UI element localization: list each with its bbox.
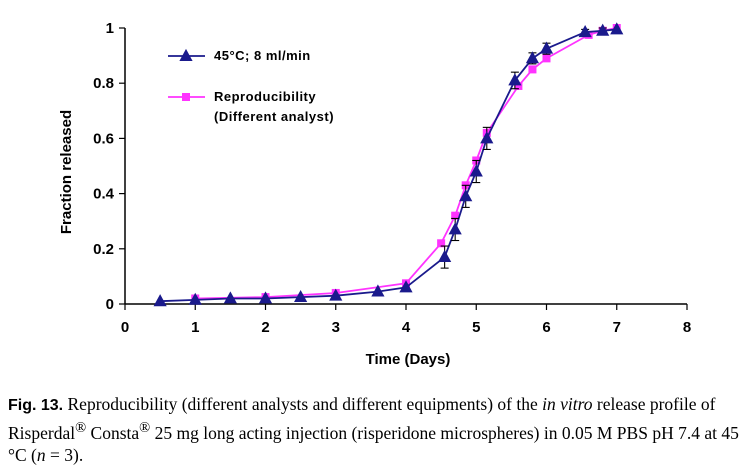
caption-text-5: = 3). [50, 444, 84, 465]
legend-label: 45°C; 8 ml/min [214, 48, 311, 63]
data-point [329, 288, 343, 301]
x-axis-title: Time (Days) [366, 351, 451, 368]
y-tick-label: 0.4 [93, 186, 115, 203]
data-point [437, 239, 446, 248]
legend-marker [182, 93, 190, 101]
release-profile-chart: 0 1 2 3 4 5 6 7 8 0 0.2 0.4 0.6 0.8 1 Time (Days) Fracti… [58, 20, 691, 368]
data-point [578, 24, 592, 38]
y-axis-title: Fraction released [58, 110, 75, 234]
legend-marker [179, 48, 193, 61]
data-point [525, 51, 540, 64]
data-point [469, 164, 483, 177]
y-tick-label: 0 [106, 296, 114, 313]
caption-italic-n: n [36, 444, 46, 465]
data-point [610, 22, 624, 35]
legend-entry-primary: 45°C; 8 ml/min [168, 48, 311, 63]
legend-label-line-1: Reproducibility [214, 89, 316, 104]
y-tick-label: 1 [106, 20, 114, 37]
figure-label: Fig. 13. [8, 397, 64, 414]
data-point [399, 280, 413, 293]
data-point [451, 211, 460, 220]
x-tick-label: 8 [683, 319, 691, 336]
caption-text-1: Reproducibility (different analysts and … [67, 394, 538, 414]
series-layer [153, 22, 624, 307]
data-point [480, 131, 494, 144]
data-point [596, 23, 610, 36]
data-point [542, 54, 551, 63]
data-point [153, 294, 167, 307]
x-tick-label: 0 [121, 319, 129, 336]
caption-italic-in-vitro: in vitro [542, 394, 593, 414]
figure-caption: Fig. 13. Reproducibility (different anal… [8, 393, 744, 466]
x-tick-label: 6 [542, 319, 550, 336]
data-point [294, 289, 308, 303]
y-tick-label: 0.8 [93, 75, 114, 92]
data-point [459, 189, 473, 202]
x-tick-label: 3 [332, 319, 340, 336]
data-point [371, 284, 385, 297]
y-tick-label: 0.6 [93, 130, 114, 147]
data-point [223, 291, 237, 304]
caption-text-4: 25 mg long acting injection (risperidone… [8, 422, 739, 465]
data-point [539, 41, 554, 54]
series-line [195, 27, 617, 300]
data-point [438, 249, 452, 263]
legend-entry-reproducibility: Reproducibility (Different analyst) [168, 89, 334, 124]
data-point [528, 65, 537, 74]
legend: 45°C; 8 ml/min Reproducibility (Different … [168, 48, 334, 124]
data-point [508, 73, 522, 86]
x-tick-label: 1 [191, 319, 199, 336]
series-line [160, 28, 617, 303]
caption-text-2: release profile of Risperdal [8, 394, 716, 443]
x-tick-label: 2 [261, 319, 269, 336]
caption-registered-mark-2: ® [139, 420, 151, 436]
caption-text-3: Consta [90, 422, 140, 443]
data-point [514, 81, 523, 90]
series-primary [153, 22, 624, 307]
caption-registered-mark-1: ® [75, 420, 87, 436]
legend-label-line-2: (Different analyst) [214, 109, 334, 124]
y-tick-label: 0.2 [93, 241, 114, 258]
data-point [188, 292, 202, 305]
axes: 0 1 2 3 4 5 6 7 8 0 0.2 0.4 0.6 0.8 1 Time (Days) Fracti… [58, 20, 691, 368]
series-reproducibility [191, 24, 621, 303]
data-point [258, 291, 273, 304]
x-tick-label: 5 [472, 319, 480, 336]
data-point [448, 222, 462, 235]
x-tick-label: 4 [402, 319, 411, 336]
x-tick-label: 7 [613, 319, 621, 336]
